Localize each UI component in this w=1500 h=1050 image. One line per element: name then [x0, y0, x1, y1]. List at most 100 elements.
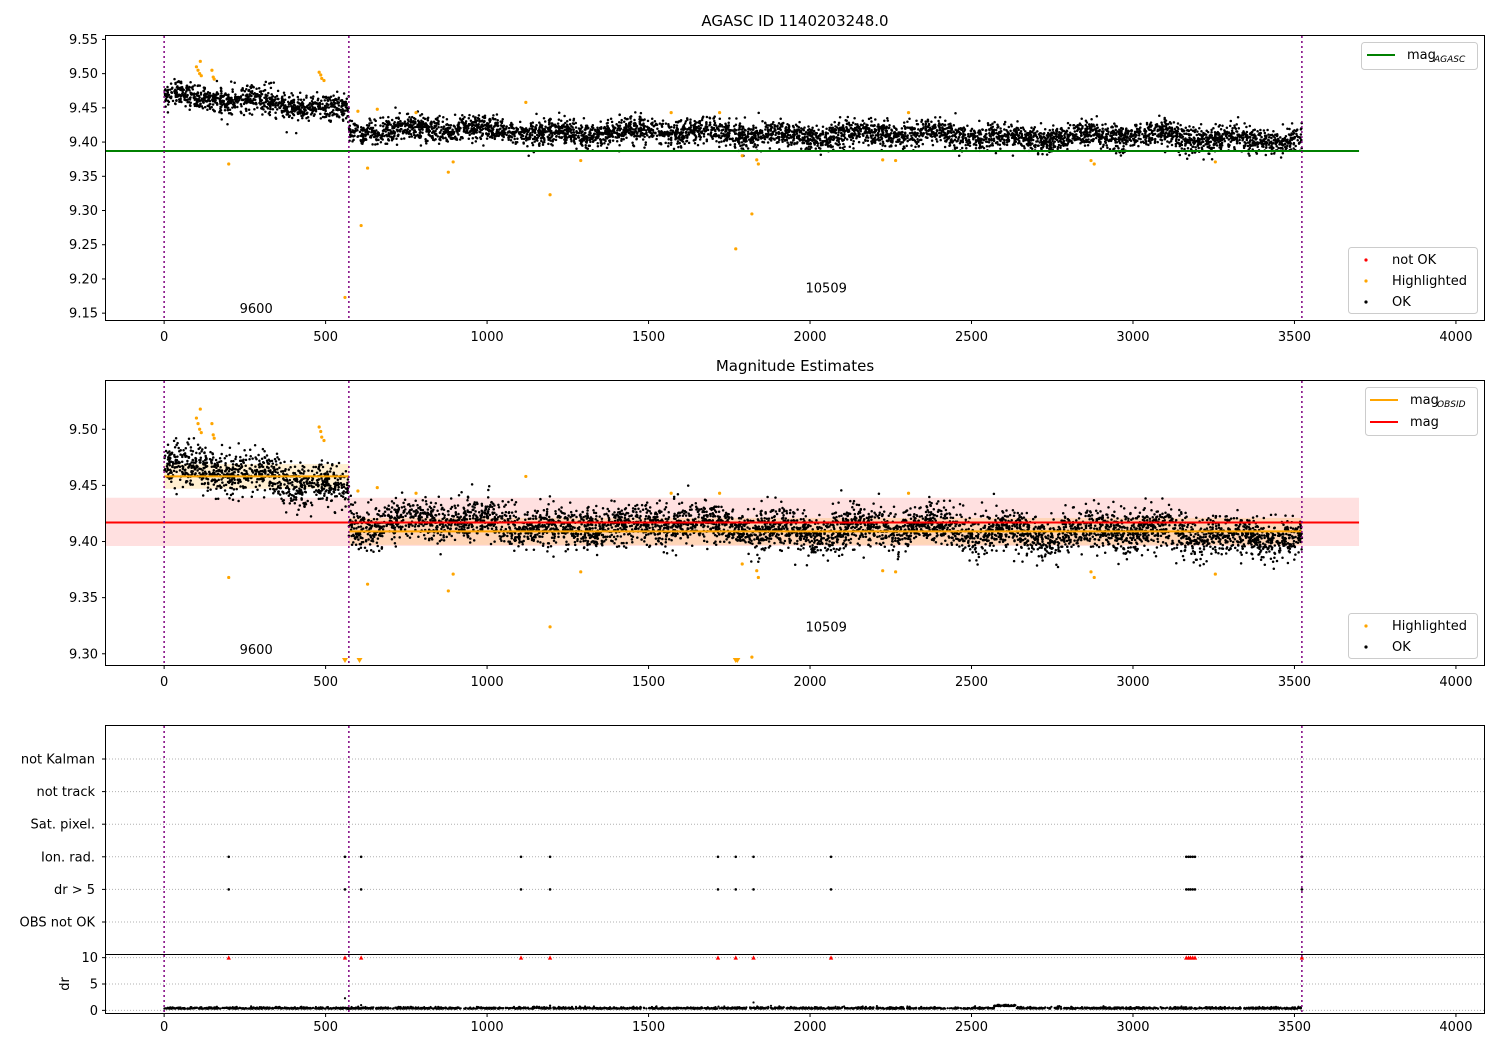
ok-point [867, 136, 870, 139]
ok-point [297, 110, 301, 114]
ok-point [1230, 129, 1234, 132]
ok-point [402, 122, 406, 125]
ok-point [1215, 144, 1219, 147]
ok-point [1003, 128, 1006, 131]
ok-point [214, 101, 217, 104]
ok-point [1218, 123, 1222, 127]
ok-point [784, 138, 787, 142]
ok-point [1095, 123, 1099, 127]
ok-point [934, 116, 937, 119]
ok-point [935, 140, 939, 143]
ok-point [948, 143, 952, 147]
ok-point [525, 133, 529, 136]
ok-point [358, 130, 362, 134]
ok-point [332, 112, 336, 115]
ok-point [1296, 139, 1299, 142]
ok-point [952, 130, 956, 134]
ok-point [662, 132, 665, 135]
ok-point [220, 118, 223, 121]
ok-point [419, 144, 423, 147]
ok-point [1200, 130, 1203, 133]
ok-point [1290, 122, 1294, 125]
ok-point [1173, 127, 1177, 131]
ok-point [720, 131, 723, 135]
ok-point [1036, 144, 1040, 148]
ok-point [608, 129, 612, 132]
ok-point [1253, 128, 1257, 131]
ok-point [915, 119, 918, 123]
ok-point [888, 123, 891, 127]
ok-point [727, 125, 730, 129]
ok-point [227, 101, 230, 105]
ok-point [362, 126, 365, 130]
ok-point [245, 109, 248, 113]
ok-point [385, 126, 388, 129]
ok-point [582, 139, 586, 142]
ok-point [834, 125, 837, 128]
ok-point [449, 124, 453, 127]
ok-point [308, 107, 311, 111]
ok-point [359, 140, 363, 143]
ok-point [702, 127, 706, 131]
ok-point [894, 144, 898, 147]
ok-point [1123, 132, 1127, 136]
ok-point [1259, 128, 1262, 132]
ok-point [1238, 138, 1241, 142]
ok-point [303, 110, 306, 113]
ok-point [570, 139, 573, 143]
ok-point [743, 116, 747, 119]
ok-point [1007, 132, 1011, 135]
ok-point [1106, 146, 1109, 149]
ok-point [175, 91, 179, 94]
ok-point [268, 103, 271, 107]
ok-point [1011, 154, 1015, 157]
ok-point [173, 91, 177, 95]
ok-point [589, 140, 592, 144]
ok-point [1153, 137, 1157, 141]
ok-point [323, 112, 327, 115]
ok-point [198, 84, 202, 87]
ok-point [1169, 129, 1172, 132]
ok-point [395, 116, 398, 120]
ok-point [1019, 129, 1023, 133]
ok-point [197, 94, 201, 98]
ok-point [320, 107, 324, 110]
ok-point [705, 123, 708, 126]
ok-point [952, 144, 956, 147]
ok-point [901, 141, 904, 144]
ok-point [490, 134, 493, 138]
ok-point [264, 93, 267, 96]
ok-point [969, 132, 973, 136]
ok-point [756, 138, 760, 142]
ok-point [872, 124, 875, 128]
ok-point [490, 127, 493, 130]
ok-point [904, 125, 907, 129]
ok-point [249, 90, 252, 94]
ok-point [898, 131, 902, 134]
ok-point [220, 92, 223, 95]
ok-point [294, 107, 297, 111]
ok-point [1267, 136, 1271, 139]
ok-point [1265, 145, 1268, 149]
ok-point [313, 113, 316, 116]
ok-point [465, 129, 469, 132]
ok-point [200, 97, 204, 100]
ok-point [173, 102, 177, 105]
ok-point [215, 92, 218, 96]
ok-point [1212, 146, 1216, 149]
ok-point [208, 107, 212, 110]
ok-point [752, 124, 755, 127]
ok-point [595, 131, 599, 134]
ok-point [698, 120, 702, 123]
ok-point [274, 102, 278, 105]
ok-point [245, 87, 248, 91]
ok-point [1170, 126, 1174, 129]
ok-point [294, 131, 298, 135]
ok-point [300, 106, 304, 109]
ok-point [1267, 133, 1270, 136]
ok-point [1039, 122, 1043, 125]
ok-point [396, 122, 399, 125]
ok-point [516, 137, 519, 140]
ok-point [1203, 137, 1206, 141]
ok-point [737, 134, 741, 137]
